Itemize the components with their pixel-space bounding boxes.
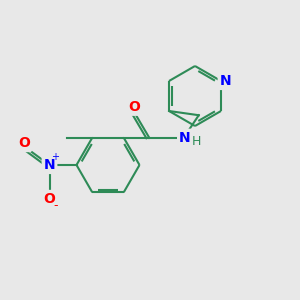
Text: O: O <box>18 136 30 150</box>
Text: N: N <box>220 74 231 88</box>
Text: O: O <box>128 100 140 114</box>
Text: -: - <box>54 199 58 212</box>
Text: N: N <box>44 158 55 172</box>
Text: H: H <box>192 135 201 148</box>
Text: N: N <box>179 131 191 145</box>
Text: O: O <box>44 192 56 206</box>
Text: +: + <box>51 152 59 162</box>
